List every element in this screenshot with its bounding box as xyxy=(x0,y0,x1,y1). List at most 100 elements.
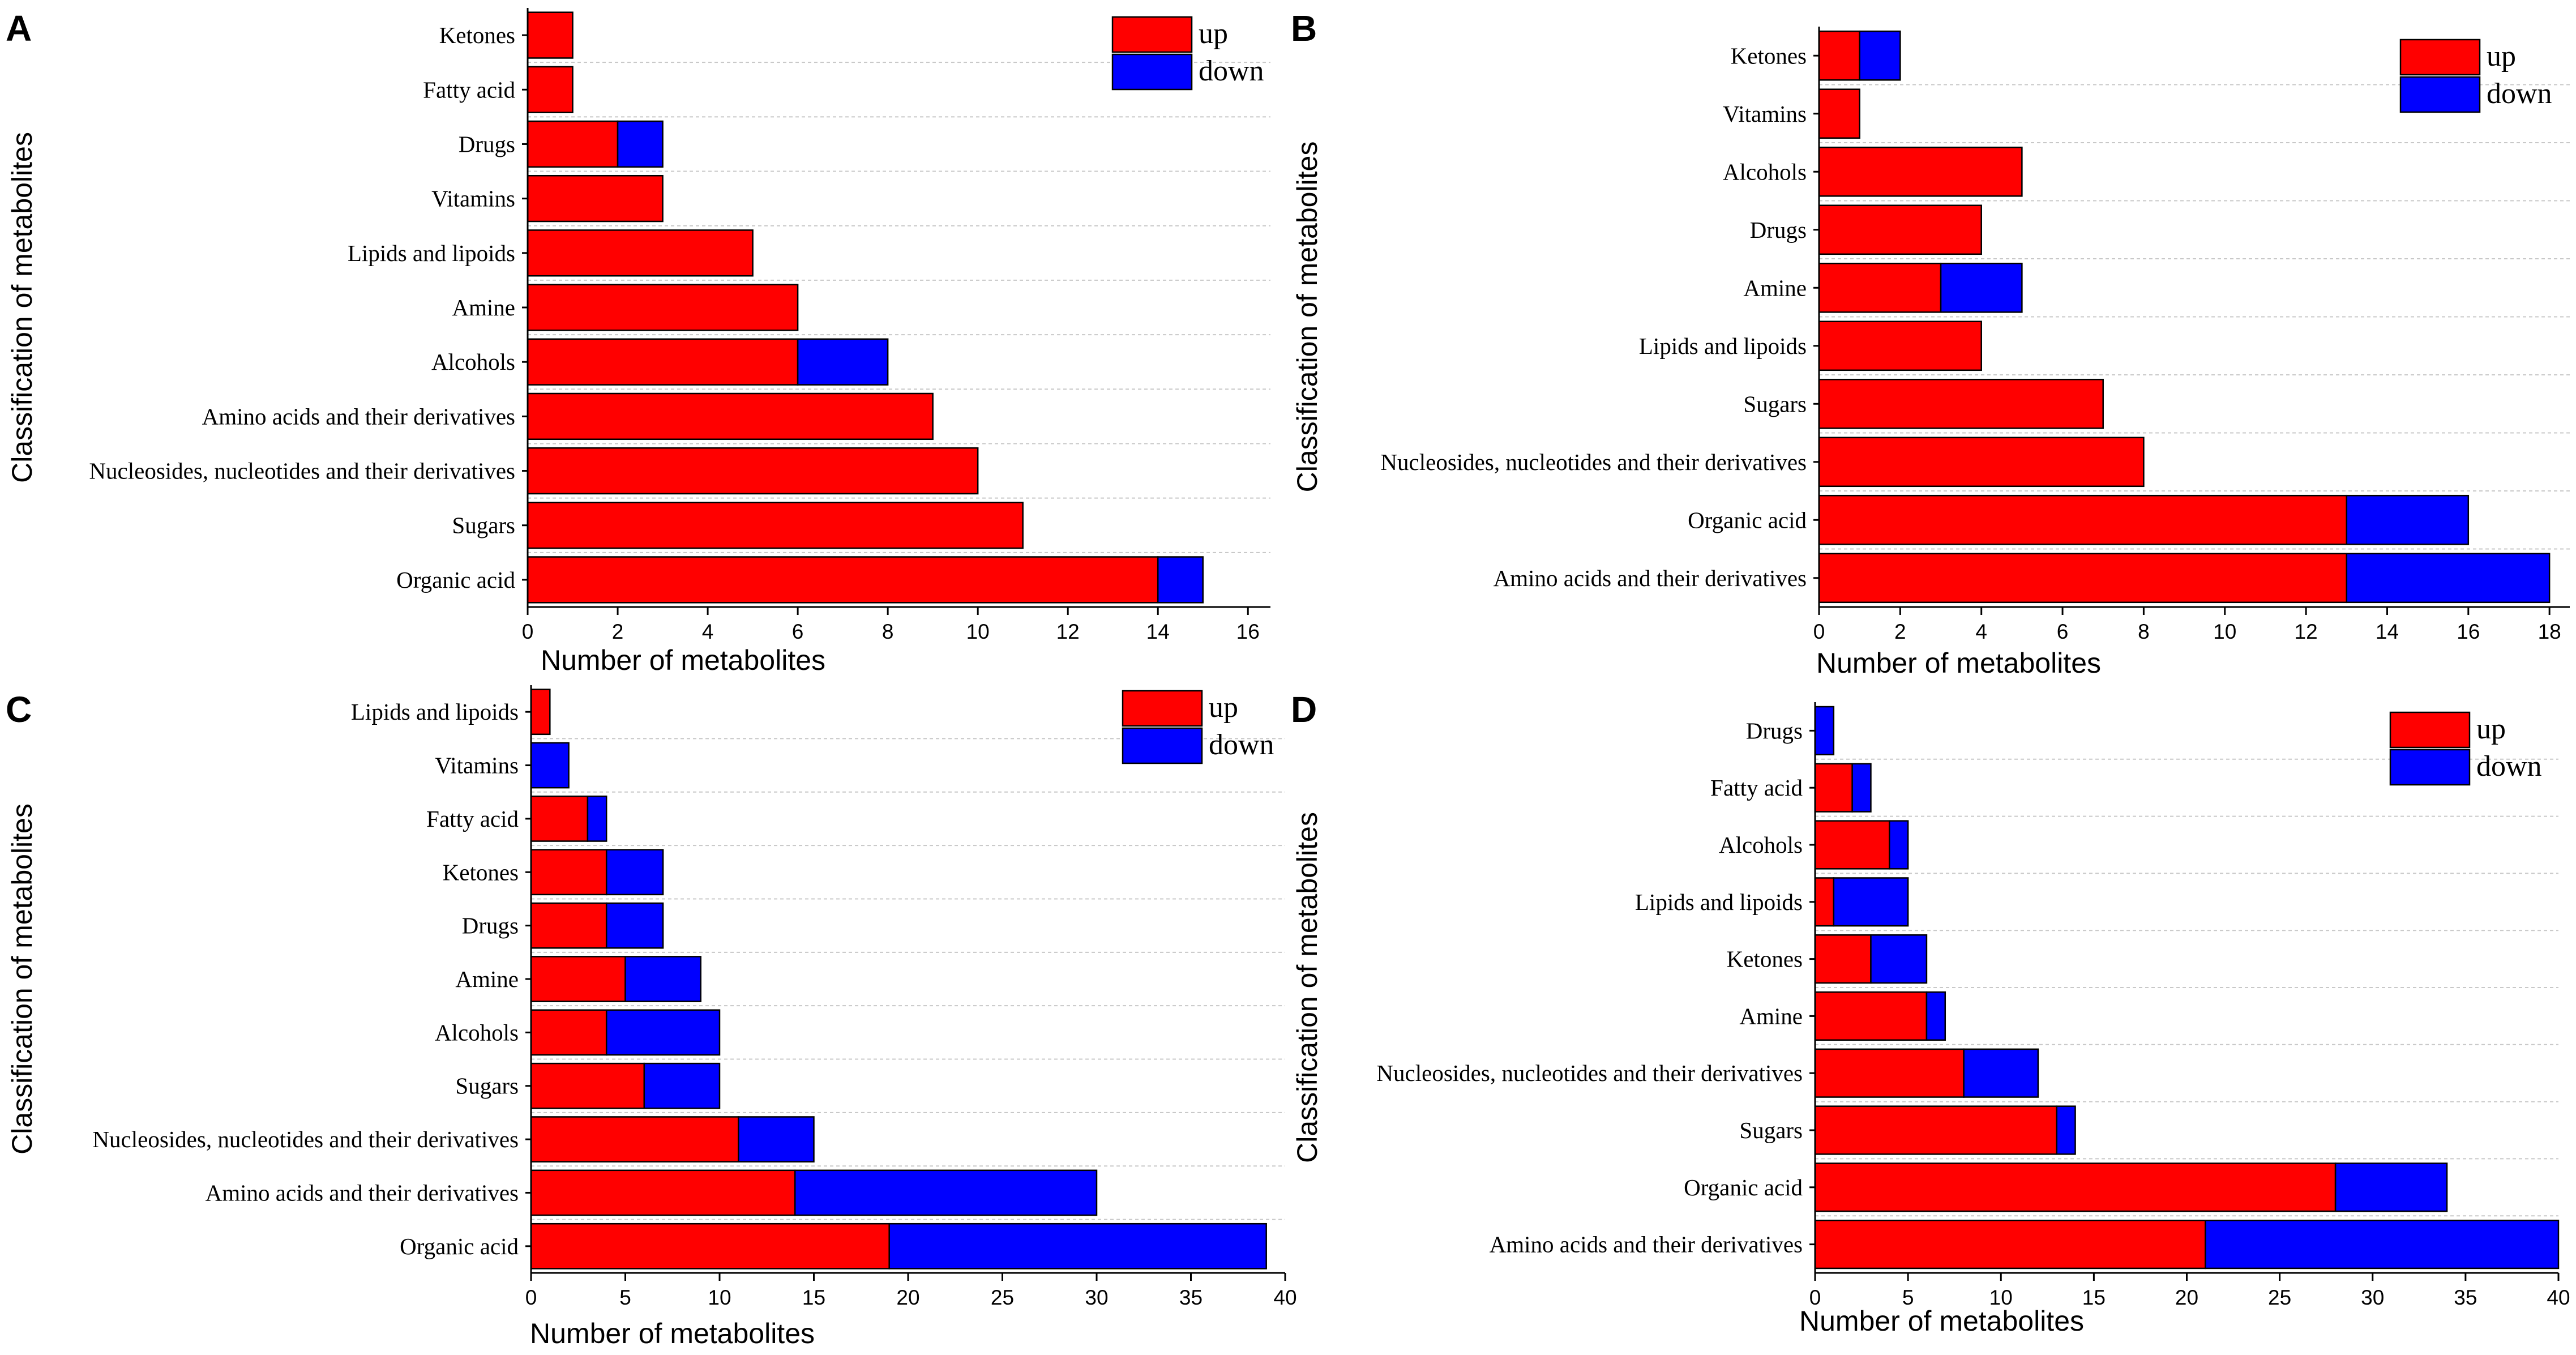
category-label: Amino acids and their derivatives xyxy=(202,403,515,429)
bar-up xyxy=(530,1169,796,1216)
x-tick-label: 10 xyxy=(708,1286,731,1309)
bar-up xyxy=(530,1062,645,1109)
x-tick-label: 6 xyxy=(2057,620,2069,643)
bar-up xyxy=(1814,991,1928,1041)
bar-up xyxy=(527,11,574,59)
legend-swatch-up xyxy=(2389,711,2471,749)
bar-up xyxy=(530,1116,739,1162)
category-label: Alcohols xyxy=(1723,159,1807,185)
category-label: Amine xyxy=(455,966,519,992)
bar-up xyxy=(527,229,754,277)
bar-up xyxy=(1818,204,1982,255)
bar-down xyxy=(1859,30,1901,81)
x-tick-label: 2 xyxy=(1894,620,1906,643)
x-tick-label: 25 xyxy=(2268,1286,2291,1309)
category-label: Vitamins xyxy=(435,753,519,779)
x-tick-label: 14 xyxy=(2376,620,2399,643)
category-label: Ketones xyxy=(443,859,519,885)
bar-down xyxy=(617,120,664,168)
category-label: Nucleosides, nucleotides and their deriv… xyxy=(89,458,515,484)
bar-down xyxy=(605,902,664,949)
x-tick-label: 0 xyxy=(525,1286,537,1309)
legend: up down xyxy=(1122,690,1274,764)
bar-down xyxy=(605,1009,721,1056)
category-label: Drugs xyxy=(1746,717,1803,743)
legend-label-down: down xyxy=(1209,729,1274,761)
bar-up xyxy=(530,956,626,1002)
x-tick-label: 16 xyxy=(1236,620,1260,643)
bar-up xyxy=(1818,437,2145,488)
x-tick-label: 8 xyxy=(2138,620,2150,643)
legend-swatch-up xyxy=(1122,690,1203,727)
bar-up xyxy=(527,338,799,386)
bar-down xyxy=(2346,553,2551,604)
bar-up xyxy=(1818,30,1860,81)
legend-label-down: down xyxy=(1199,55,1264,87)
category-label: Drugs xyxy=(462,913,519,939)
bar-up xyxy=(527,66,574,113)
category-label: Ketones xyxy=(1727,946,1803,972)
category-label: Lipids and lipoids xyxy=(351,699,519,725)
x-tick-label: 40 xyxy=(1273,1286,1296,1309)
bar-up xyxy=(527,174,664,223)
bar-up xyxy=(1814,934,1872,984)
legend-label-up: up xyxy=(2476,713,2506,745)
category-label: Organic acid xyxy=(400,1233,519,1259)
panel-letter: C xyxy=(6,689,32,730)
category-label: Nucleosides, nucleotides and their deriv… xyxy=(1376,1060,1803,1086)
bar-down xyxy=(605,849,664,896)
bar-down xyxy=(2346,494,2470,545)
bar-up xyxy=(527,392,934,441)
category-label: Organic acid xyxy=(396,567,515,593)
legend-swatch-up xyxy=(1111,16,1193,53)
category-label: Amino acids and their derivatives xyxy=(1494,565,1807,591)
x-tick-label: 20 xyxy=(896,1286,919,1309)
bar-up xyxy=(527,447,979,495)
bar-down xyxy=(1925,991,1946,1041)
category-label: Sugars xyxy=(1739,1117,1803,1143)
x-axis-title: Number of metabolites xyxy=(1816,647,2101,679)
legend-label-down: down xyxy=(2476,750,2542,783)
x-tick-label: 6 xyxy=(792,620,804,643)
bar-down xyxy=(1157,556,1204,604)
chart-panel-c: C Lipids and lipoids Vitamins Fatty acid Ket… xyxy=(6,685,1297,1349)
bar-down xyxy=(1963,1048,2039,1098)
x-tick-label: 10 xyxy=(2213,620,2236,643)
panel-letter: B xyxy=(1291,8,1317,49)
y-axis-title: Classification of metabolites xyxy=(6,803,38,1155)
bar-down xyxy=(643,1062,721,1109)
legend-label-up: up xyxy=(2487,40,2516,72)
category-label: Organic acid xyxy=(1684,1174,1803,1200)
legend: up down xyxy=(2399,39,2552,113)
x-tick-label: 12 xyxy=(2295,620,2318,643)
bar-up xyxy=(530,1009,607,1056)
bar-up xyxy=(1818,88,1860,139)
bar-up xyxy=(1818,553,2348,604)
category-label: Fatty acid xyxy=(426,806,519,832)
x-tick-label: 10 xyxy=(966,620,990,643)
bar-up xyxy=(530,902,607,949)
x-tick-label: 12 xyxy=(1056,620,1080,643)
x-axis-title: Number of metabolites xyxy=(541,644,825,676)
x-tick-label: 8 xyxy=(882,620,894,643)
bar-down xyxy=(530,742,570,789)
bar-up xyxy=(530,689,551,736)
category-label: Alcohols xyxy=(435,1019,519,1045)
bar-down xyxy=(1851,763,1872,813)
x-tick-label: 2 xyxy=(612,620,624,643)
x-tick-label: 5 xyxy=(1902,1286,1914,1309)
x-axis-title: Number of metabolites xyxy=(530,1318,815,1349)
legend-swatch-down xyxy=(1122,727,1203,764)
x-tick-label: 10 xyxy=(1989,1286,2013,1309)
x-tick-label: 15 xyxy=(802,1286,825,1309)
category-label: Drugs xyxy=(459,131,515,157)
category-label: Fatty acid xyxy=(1710,775,1803,801)
legend-label-up: up xyxy=(1209,691,1238,724)
category-label: Alcohols xyxy=(1719,832,1803,858)
legend: up down xyxy=(1111,16,1264,91)
category-label: Lipids and lipoids xyxy=(348,240,515,266)
bar-up xyxy=(1814,820,1890,870)
bar-up xyxy=(1814,763,1853,813)
x-tick-label: 20 xyxy=(2175,1286,2198,1309)
